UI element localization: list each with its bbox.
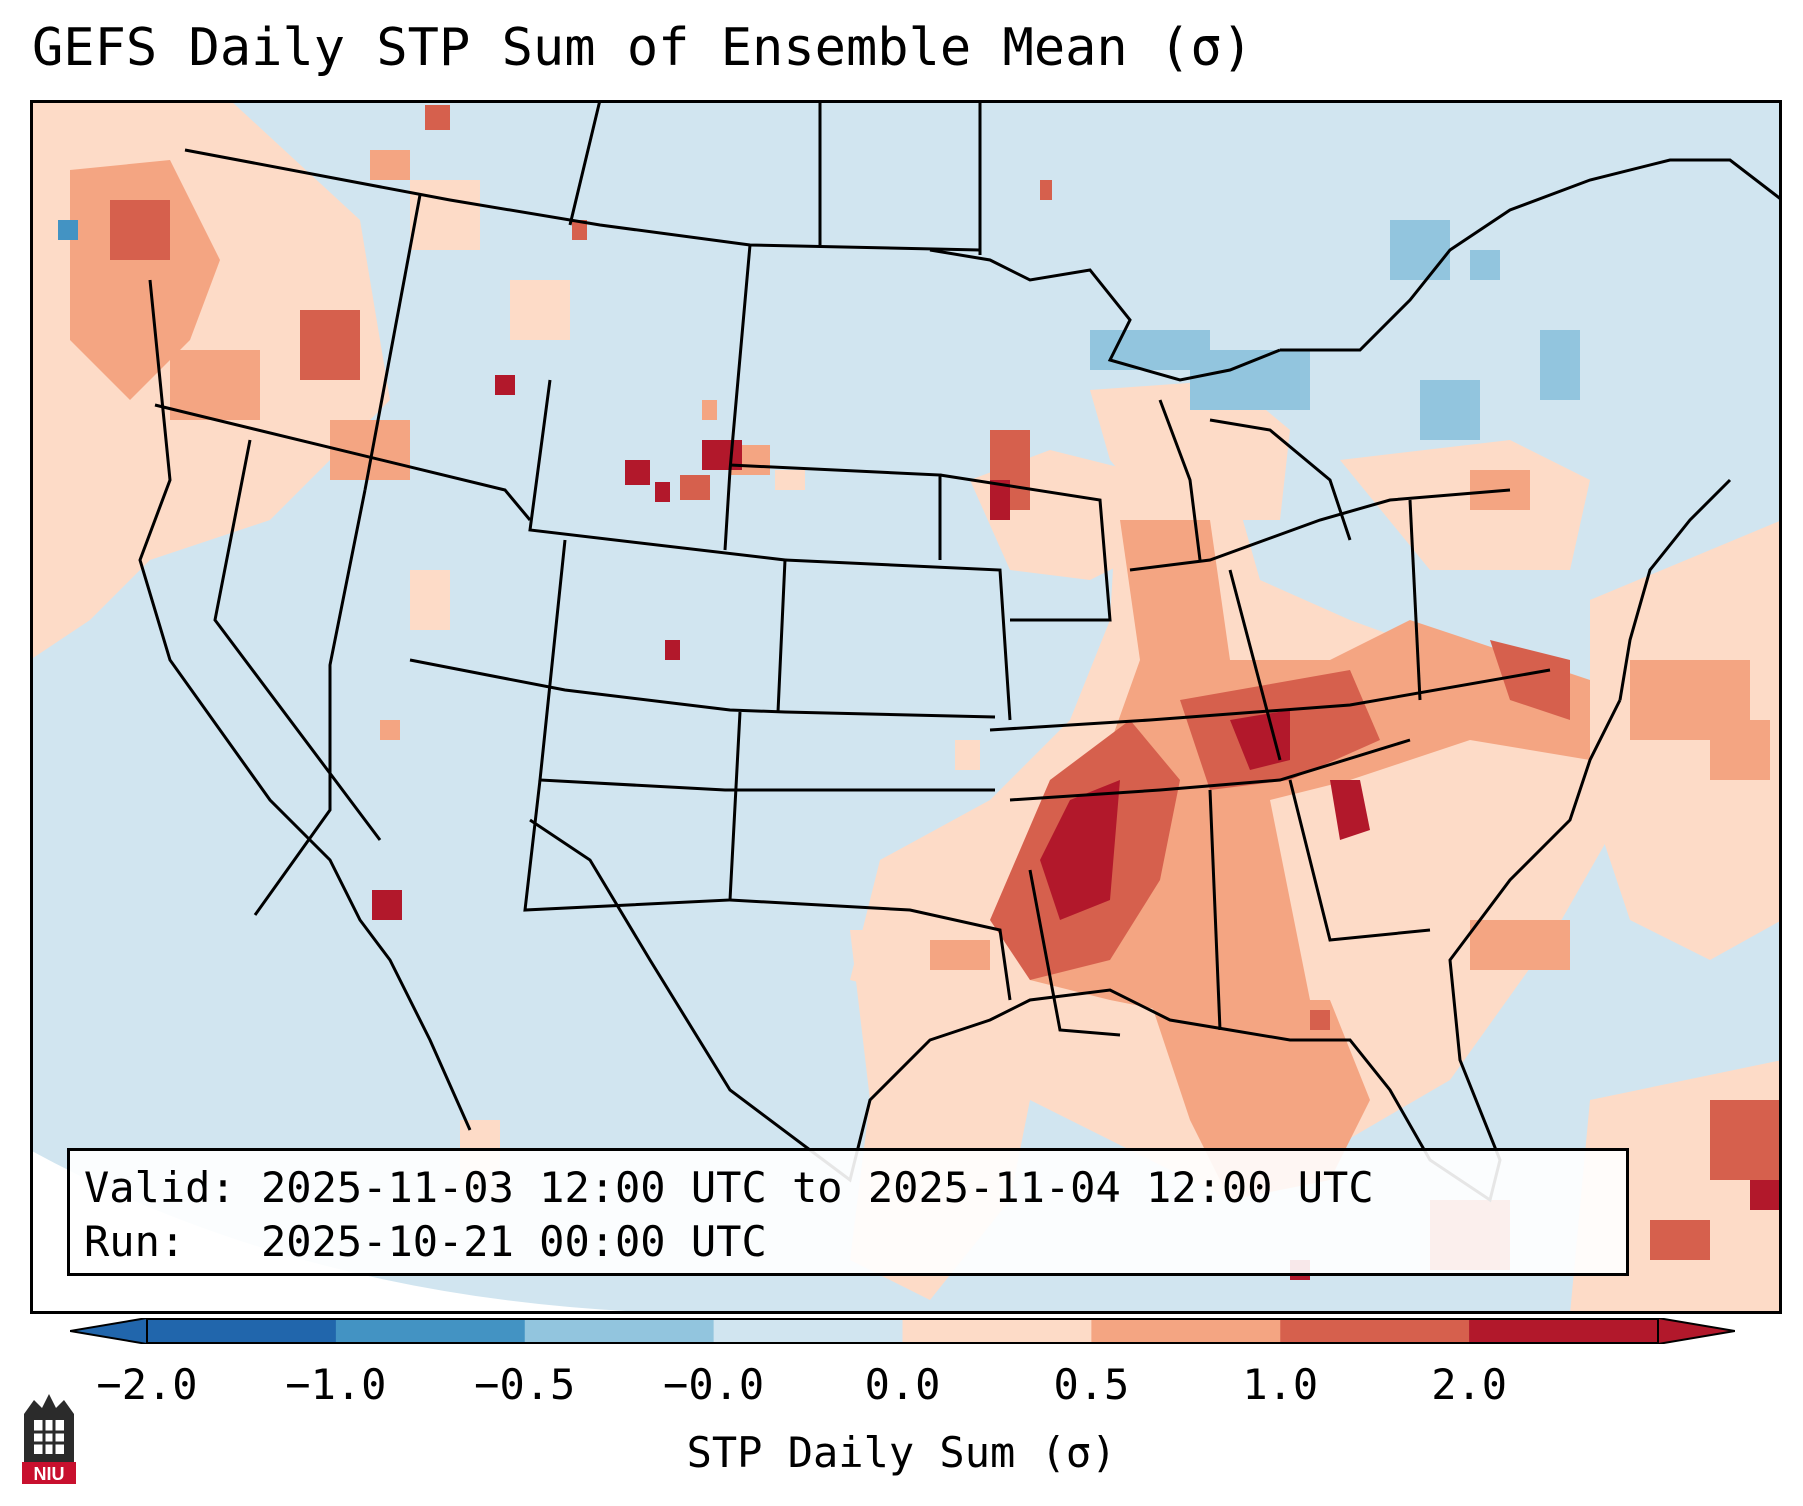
colorbar-outline bbox=[146, 1318, 1659, 1344]
colorbar-segment bbox=[1469, 1319, 1659, 1343]
colorbar-tick-label: −0.5 bbox=[474, 1360, 576, 1409]
valid-row: Valid: 2025-11-03 12:00 UTC to 2025-11-0… bbox=[84, 1161, 1612, 1215]
pacific-northwest-field bbox=[30, 100, 570, 660]
colorbar-segment bbox=[335, 1319, 526, 1343]
colorbar-ticks: −2.0 −1.0 −0.5 −0.0 0.0 0.5 1.0 2.0 bbox=[0, 1360, 1803, 1420]
map-panel bbox=[30, 100, 1782, 1314]
colorbar-tick-label: 0.0 bbox=[864, 1360, 941, 1409]
colorbar-segment bbox=[1091, 1319, 1281, 1343]
run-row: Run: 2025-10-21 00:00 UTC bbox=[84, 1215, 1612, 1269]
valid-value: 2025-11-03 12:00 UTC to 2025-11-04 12:00… bbox=[261, 1163, 1374, 1212]
colorbar-extend-high bbox=[1657, 1318, 1735, 1344]
niu-logo: NIU bbox=[22, 1394, 76, 1484]
colorbar-segment bbox=[1280, 1319, 1470, 1343]
colorbar-tick-label: −1.0 bbox=[285, 1360, 387, 1409]
colorbar-extend-low bbox=[70, 1318, 148, 1344]
colorbar-tick-label: 2.0 bbox=[1431, 1360, 1508, 1409]
map-title: GEFS Daily STP Sum of Ensemble Mean (σ) bbox=[32, 18, 1253, 78]
colorbar-segment bbox=[902, 1319, 1092, 1343]
valid-label: Valid: bbox=[84, 1163, 236, 1212]
state-borders bbox=[138, 100, 1782, 1203]
map-frame bbox=[30, 100, 1782, 1314]
colorbar-segment bbox=[713, 1319, 903, 1343]
niu-logo-text: NIU bbox=[34, 1464, 65, 1484]
colorbar bbox=[70, 1318, 1735, 1344]
colorbar-label: STP Daily Sum (σ) bbox=[686, 1428, 1117, 1477]
colorbar-segment bbox=[147, 1319, 337, 1343]
colorbar-segment bbox=[524, 1319, 715, 1343]
colorbar-tick-label: 1.0 bbox=[1242, 1360, 1319, 1409]
plains-cells bbox=[372, 180, 1052, 920]
valid-run-box: Valid: 2025-11-03 12:00 UTC to 2025-11-0… bbox=[67, 1148, 1629, 1276]
colorbar-tick-label: 0.5 bbox=[1053, 1360, 1130, 1409]
colorbar-tick-label: −2.0 bbox=[96, 1360, 198, 1409]
run-value: 2025-10-21 00:00 UTC bbox=[261, 1217, 767, 1266]
colorbar-tick-label: −0.0 bbox=[663, 1360, 765, 1409]
run-label: Run: bbox=[84, 1217, 186, 1266]
